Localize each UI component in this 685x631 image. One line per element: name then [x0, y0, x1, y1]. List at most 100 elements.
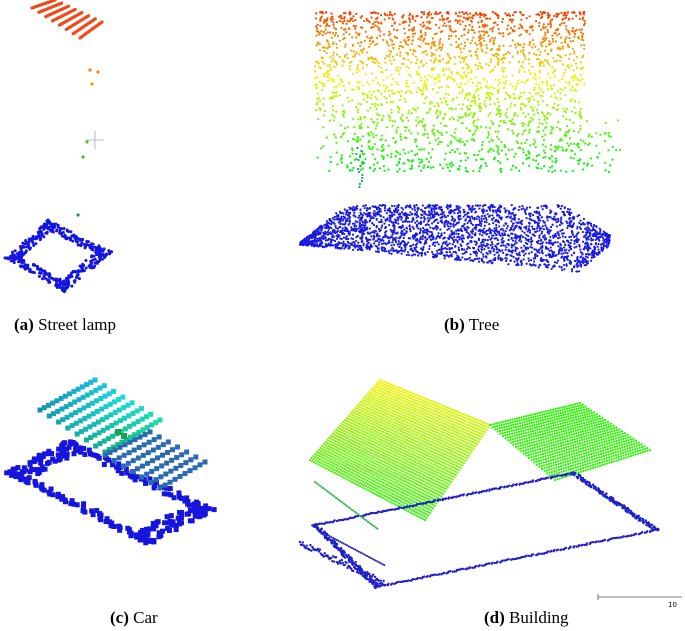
point — [497, 148, 500, 151]
point — [333, 34, 337, 37]
point — [486, 46, 489, 50]
point — [398, 161, 401, 165]
point — [470, 138, 473, 141]
point — [441, 14, 444, 18]
point — [488, 140, 491, 143]
point — [367, 131, 370, 135]
point — [392, 55, 395, 58]
point — [382, 33, 386, 36]
point — [450, 218, 453, 222]
point — [315, 12, 318, 15]
point — [368, 39, 372, 43]
point — [579, 227, 583, 231]
point — [493, 237, 496, 240]
point — [525, 17, 528, 20]
point — [497, 146, 500, 149]
point — [607, 134, 610, 137]
point — [543, 59, 546, 62]
point — [496, 238, 500, 242]
point — [415, 216, 418, 219]
point — [533, 227, 536, 231]
point — [418, 120, 421, 123]
point — [366, 80, 369, 84]
point — [76, 213, 80, 217]
point — [324, 28, 327, 31]
point — [532, 143, 535, 146]
point — [520, 25, 523, 28]
point — [570, 238, 573, 242]
point — [589, 157, 592, 160]
point — [584, 227, 587, 230]
point — [339, 237, 342, 240]
point — [490, 119, 493, 123]
point — [521, 148, 525, 151]
point — [405, 79, 408, 82]
point — [502, 35, 505, 38]
point — [459, 47, 462, 51]
point — [575, 245, 578, 248]
point — [534, 74, 537, 77]
point — [409, 74, 412, 78]
point — [423, 148, 426, 151]
point — [460, 237, 463, 241]
point — [585, 255, 588, 258]
point — [511, 13, 515, 17]
point — [517, 132, 520, 136]
point — [419, 237, 422, 240]
point — [434, 138, 437, 142]
point — [542, 156, 545, 159]
point — [376, 81, 379, 85]
point — [496, 150, 499, 153]
point — [342, 243, 345, 246]
point — [380, 226, 383, 229]
point — [342, 33, 345, 36]
point — [550, 155, 554, 158]
point — [573, 235, 576, 239]
point — [571, 27, 575, 30]
point — [422, 220, 425, 223]
point — [585, 264, 588, 267]
point — [487, 114, 490, 117]
point — [387, 168, 390, 171]
point — [375, 36, 379, 39]
point — [496, 251, 499, 254]
point — [529, 120, 532, 123]
point — [334, 136, 337, 139]
point — [556, 241, 559, 244]
point — [331, 114, 334, 117]
point — [349, 67, 352, 71]
point — [443, 231, 446, 235]
point — [478, 218, 481, 221]
point — [417, 227, 420, 230]
point — [415, 124, 418, 127]
point — [359, 153, 362, 157]
point — [479, 110, 482, 113]
point — [594, 242, 598, 245]
point — [452, 135, 455, 139]
point — [359, 164, 362, 168]
point — [393, 120, 397, 123]
point — [336, 163, 339, 166]
point — [361, 223, 364, 227]
point — [421, 64, 424, 68]
point — [607, 149, 610, 152]
point — [553, 60, 556, 63]
point — [526, 230, 529, 233]
point — [506, 225, 509, 228]
point — [397, 240, 400, 243]
point — [335, 85, 339, 88]
point — [579, 262, 582, 266]
point — [393, 213, 396, 216]
point — [462, 47, 466, 50]
point — [476, 257, 479, 260]
point — [76, 240, 80, 244]
point — [527, 113, 530, 116]
point — [485, 209, 488, 212]
point — [550, 144, 553, 147]
point — [346, 219, 349, 223]
point — [369, 106, 372, 110]
point — [447, 20, 450, 23]
point — [387, 89, 391, 92]
point — [435, 249, 439, 252]
point — [360, 126, 363, 129]
